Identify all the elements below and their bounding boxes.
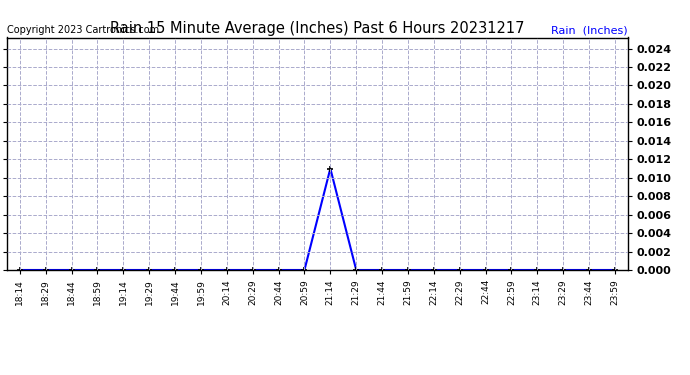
Text: Copyright 2023 Cartronics.com: Copyright 2023 Cartronics.com — [7, 25, 159, 35]
Title: Rain 15 Minute Average (Inches) Past 6 Hours 20231217: Rain 15 Minute Average (Inches) Past 6 H… — [110, 21, 524, 36]
Text: Rain  (Inches): Rain (Inches) — [551, 25, 628, 35]
